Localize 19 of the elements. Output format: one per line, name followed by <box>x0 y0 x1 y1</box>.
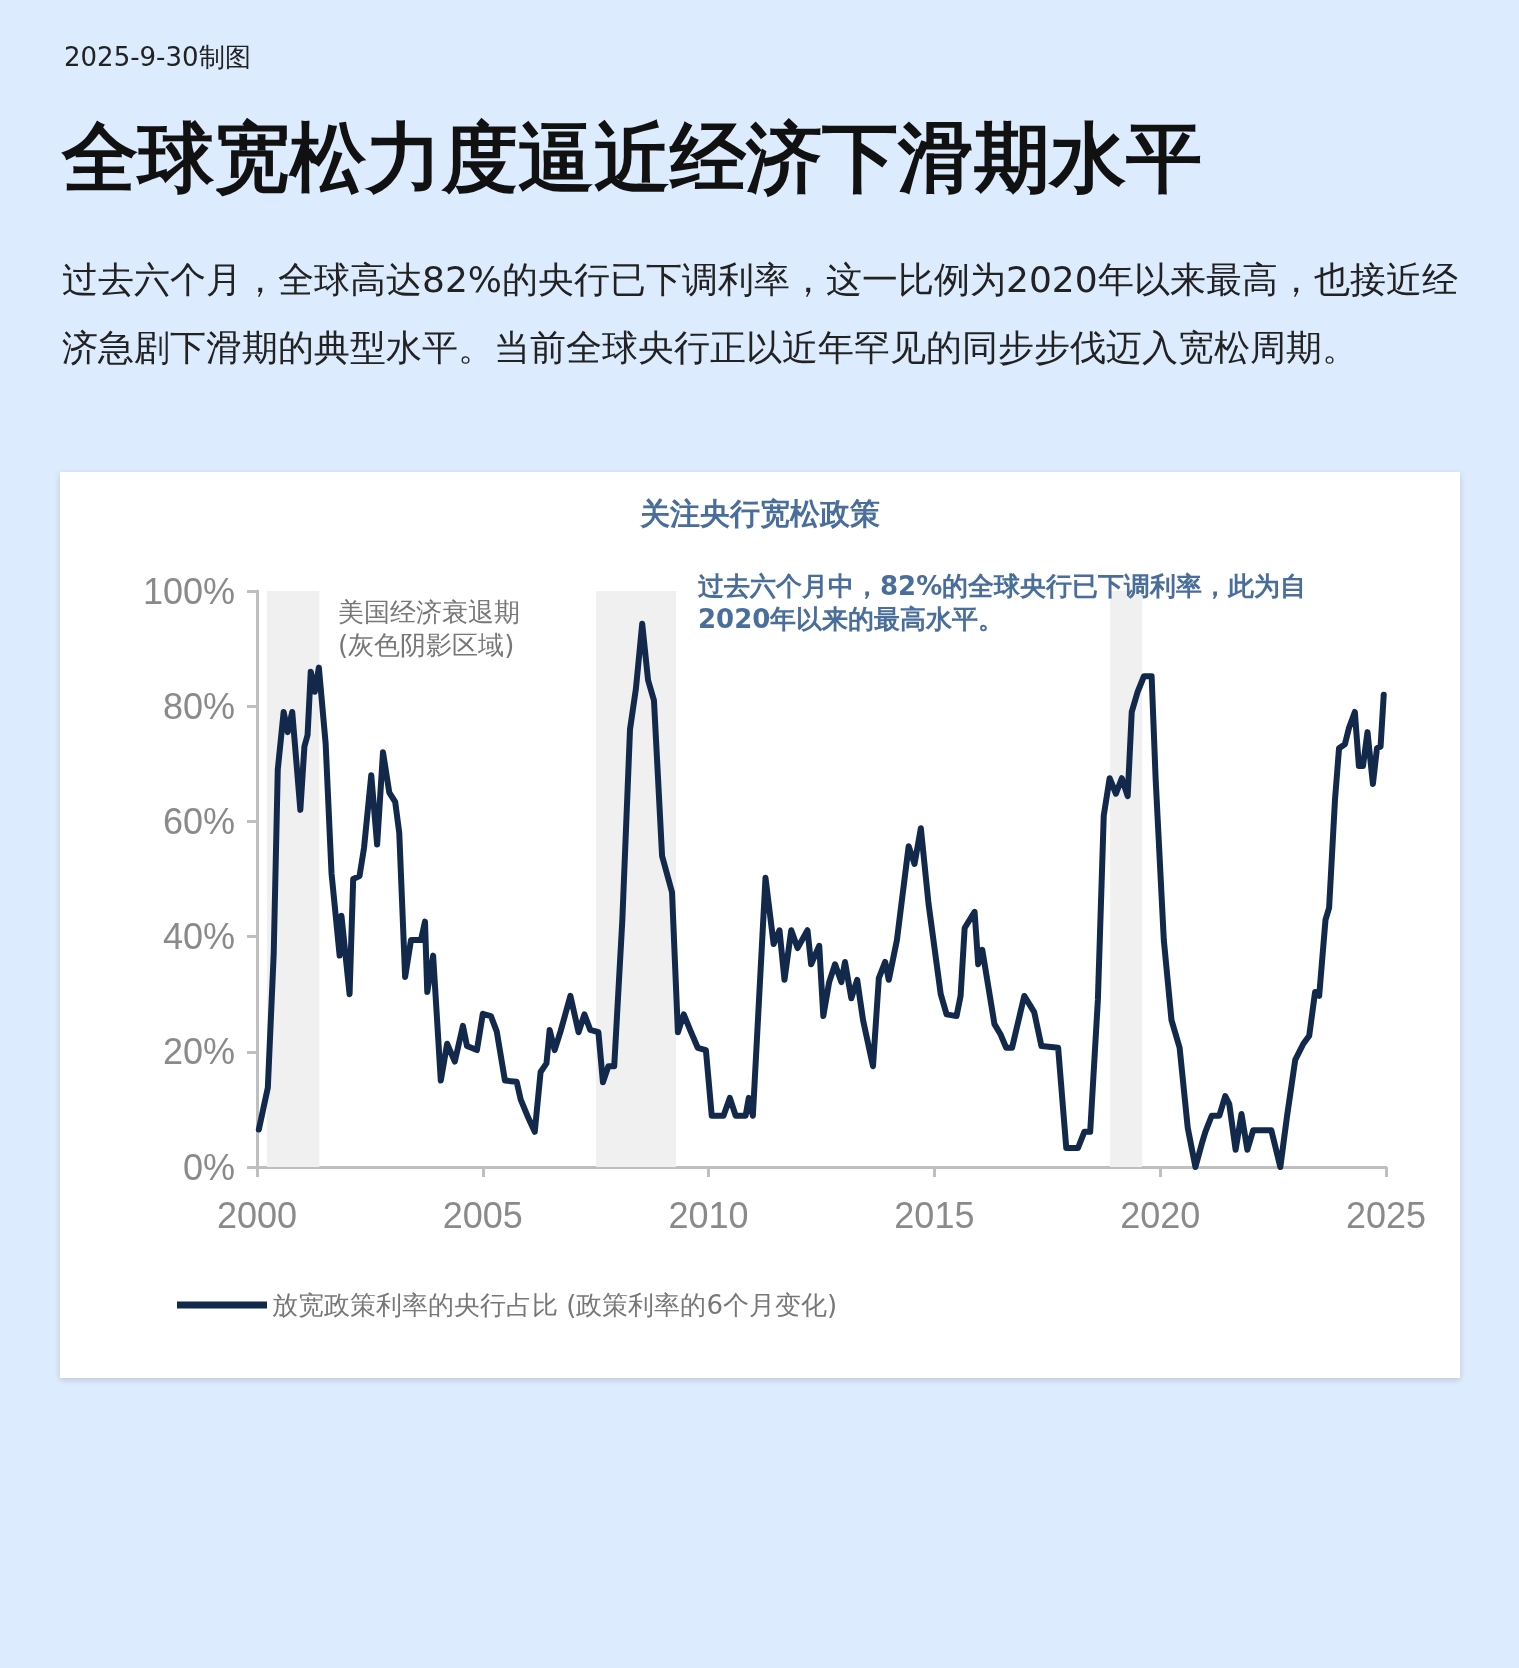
y-tick-label: 20% <box>162 1031 235 1073</box>
legend-label: 放宽政策利率的央行占比 (政策利率的6个月变化) <box>272 1290 838 1320</box>
y-tick-label: 40% <box>162 916 235 958</box>
x-tick-label: 2000 <box>216 1194 298 1236</box>
annotation: 美国经济衰退期 (灰色阴影区域) <box>338 596 520 662</box>
y-tick-label: 100% <box>142 570 235 612</box>
y-tick-label: 80% <box>162 685 235 727</box>
x-tick-label: 2020 <box>1120 1194 1201 1236</box>
x-tick-label: 2010 <box>668 1194 749 1236</box>
text: 关注央行宽松政策 <box>639 495 881 533</box>
y-tick-label: 60% <box>162 800 235 842</box>
chart-title: 全球宽松力度逼近经济下滑期水平 <box>62 112 1202 204</box>
y-tick-label: 0% <box>182 1146 235 1188</box>
x-tick-label: 2025 <box>1345 1194 1427 1236</box>
x-tick-label: 2005 <box>442 1194 523 1236</box>
annotation: 过去六个月中，82%的全球央行已下调利率，此为自2020年以来的最高水平。 <box>698 570 1308 636</box>
x-tick-label: 2015 <box>894 1194 975 1236</box>
chart-subtitle: 过去六个月，全球高达82%的央行已下调利率，这一比例为2020年以来最高，也接近经济急剧下滑期的典型水平。当前全球央行正以近年罕见的同步步伐迈入宽松周期。 <box>62 258 1459 370</box>
text: 2025-9-30制图 <box>64 41 251 74</box>
